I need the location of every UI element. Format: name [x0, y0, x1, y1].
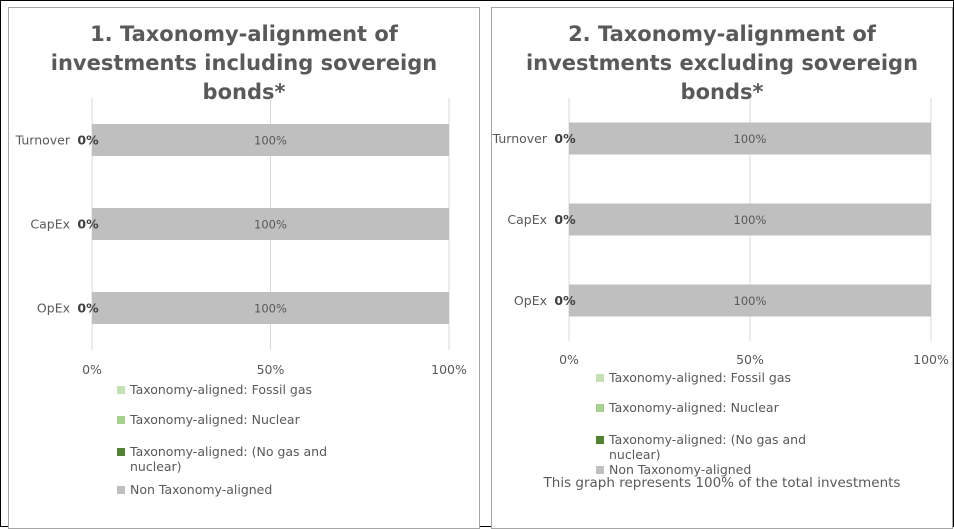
legend-entry: Non Taxonomy-aligned — [117, 482, 272, 497]
y-category-label: OpEx — [514, 293, 547, 308]
legend-swatch — [596, 436, 604, 444]
bar-non-taxonomy-aligned — [569, 122, 931, 155]
y-category-label: OpEx — [37, 301, 70, 316]
bar-data-label: 100% — [734, 294, 767, 308]
aligned-data-label: 0% — [77, 301, 99, 316]
bar-data-label: 100% — [254, 134, 287, 148]
x-tick-label: 50% — [736, 352, 764, 367]
y-category-label: CapEx — [30, 217, 70, 232]
bar-data-label: 100% — [254, 302, 287, 316]
bar-data-label: 100% — [254, 218, 287, 232]
legend-swatch — [117, 448, 125, 456]
legend-swatch — [117, 386, 125, 394]
legend-swatch — [596, 374, 604, 382]
legend-swatch — [117, 486, 125, 494]
y-category-label: Turnover — [492, 131, 548, 146]
legend-entry: Taxonomy-aligned: Fossil gas — [117, 382, 312, 397]
chart-note: This graph represents 100% of the total … — [543, 475, 901, 491]
x-tick-label: 0% — [559, 352, 579, 367]
bar-non-taxonomy-aligned — [92, 208, 449, 240]
legend-label: Taxonomy-aligned: Fossil gas — [609, 370, 792, 385]
aligned-data-label: 0% — [554, 293, 576, 308]
y-category-label: Turnover — [15, 133, 71, 148]
x-tick-label: 0% — [82, 362, 102, 377]
aligned-data-label: 0% — [77, 217, 99, 232]
chart-title-line-2: investments including sovereign — [50, 51, 438, 75]
legend-label: Taxonomy-aligned: Fossil gas — [130, 382, 313, 397]
aligned-data-label: 0% — [554, 131, 576, 146]
legend-swatch — [596, 404, 604, 412]
legend-entry: Taxonomy-aligned: (No gas and nuclear) — [596, 432, 806, 462]
chart-title-line-1: 2. Taxonomy-alignment of — [568, 22, 876, 46]
chart-panel-including-sovereign-bonds: 1. Taxonomy-alignment of investments inc… — [8, 7, 480, 529]
chart-title: 2. Taxonomy-alignment of investments exc… — [492, 20, 952, 107]
aligned-data-label: 0% — [77, 133, 99, 148]
bar-data-label: 100% — [734, 213, 767, 227]
legend-label: Taxonomy-aligned: Nuclear — [609, 400, 779, 415]
legend-label: Taxonomy-aligned: (No gas and nuclear) — [130, 444, 328, 474]
legend-swatch — [596, 466, 604, 474]
stacked-bar-chart: 0% 50% 100% Turnover 0% 100% CapEx 0% 100% OpEx 0%… — [492, 98, 949, 367]
chart-title: 1. Taxonomy-alignment of investments inc… — [9, 20, 479, 107]
legend-label: Taxonomy-aligned: Nuclear — [130, 412, 300, 427]
legend-entry: Taxonomy-aligned: Nuclear — [596, 400, 779, 415]
chart-title-line-2: investments excluding sovereign — [525, 51, 919, 75]
legend-label: Non Taxonomy-aligned — [609, 462, 752, 477]
legend-entry: Taxonomy-aligned: (No gas and nuclear) — [117, 444, 327, 474]
x-tick-label: 100% — [431, 362, 467, 377]
legend-entry: Non Taxonomy-aligned — [596, 462, 751, 477]
chart-panel-excluding-sovereign-bonds: 2. Taxonomy-alignment of investments exc… — [491, 7, 953, 529]
x-tick-label: 100% — [913, 352, 949, 367]
bar-data-label: 100% — [734, 132, 767, 146]
chart-legend: Taxonomy-aligned: Fossil gas Taxonomy-ali… — [596, 370, 896, 477]
chart-legend: Taxonomy-aligned: Fossil gas Taxonomy-ali… — [117, 382, 417, 512]
x-tick-label: 50% — [257, 362, 285, 377]
bar-non-taxonomy-aligned — [92, 124, 449, 156]
legend-swatch — [117, 416, 125, 424]
bar-non-taxonomy-aligned — [569, 203, 931, 236]
legend-entry: Taxonomy-aligned: Nuclear — [117, 412, 300, 427]
chart-title-line-3: bonds* — [202, 80, 286, 104]
chart-title-line-1: 1. Taxonomy-alignment of — [90, 22, 398, 46]
bar-non-taxonomy-aligned — [92, 292, 449, 324]
legend-label: Non Taxonomy-aligned — [130, 482, 273, 497]
legend-label: Taxonomy-aligned: (No gas and nuclear) — [609, 432, 807, 462]
legend-entry: Taxonomy-aligned: Fossil gas — [596, 370, 791, 385]
stacked-bar-chart: 0% 50% 100% Turnover 0% 100% CapEx 0% 100% OpEx 0%… — [15, 98, 467, 377]
bar-non-taxonomy-aligned — [569, 284, 931, 317]
aligned-data-label: 0% — [554, 212, 576, 227]
y-category-label: CapEx — [507, 212, 547, 227]
